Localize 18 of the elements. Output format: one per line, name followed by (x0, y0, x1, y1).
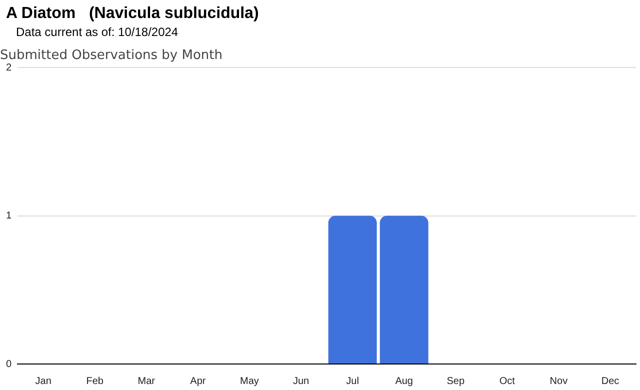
x-tick-label: Jan (35, 376, 52, 387)
x-tick-label: Aug (395, 376, 413, 387)
y-tick-label: 2 (6, 62, 12, 74)
x-tick-label: Jul (346, 376, 359, 387)
x-tick-label: Dec (601, 376, 620, 387)
x-tick-label: Jun (292, 376, 310, 387)
x-tick-label: Oct (499, 376, 516, 387)
chart-subtitle: Data current as of: 10/18/2024 (16, 25, 178, 39)
y-tick-label: 0 (6, 358, 12, 370)
x-tick-label: Feb (86, 376, 104, 387)
y-axis-title: Submitted Observations by Month (0, 48, 222, 64)
y-tick-label: 1 (6, 210, 12, 222)
x-tick-label: Sep (446, 376, 465, 387)
x-tick-label: Apr (190, 376, 206, 387)
chart-title: A Diatom (Navicula sublucidula) (6, 5, 259, 23)
x-tick-label: May (240, 376, 259, 387)
x-tick-label: Nov (550, 376, 568, 387)
x-tick-label: Mar (138, 376, 156, 387)
